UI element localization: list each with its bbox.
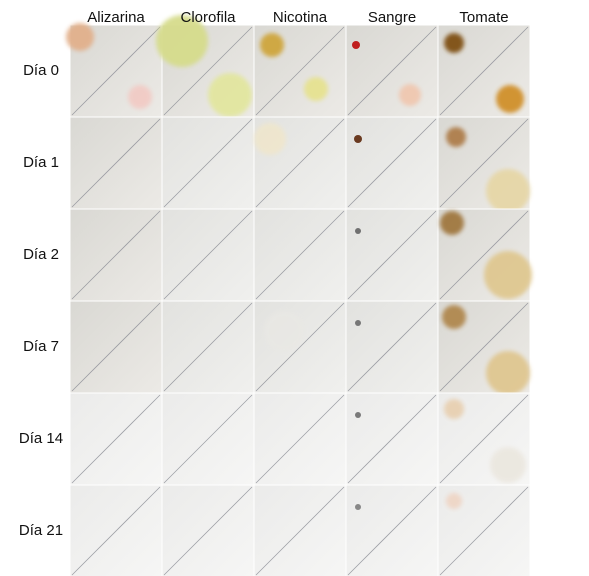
- stain: [156, 15, 208, 67]
- diagonal-line: [163, 486, 253, 576]
- diagonal-line: [163, 302, 253, 392]
- stain: [490, 447, 526, 483]
- stain: [442, 305, 466, 329]
- stain: [444, 399, 464, 419]
- column-header: Alizarina: [87, 9, 145, 26]
- stain: [484, 251, 532, 299]
- stain: [355, 228, 361, 234]
- diagonal-line: [439, 394, 529, 484]
- stain: [260, 33, 284, 57]
- row-label: Día 0: [23, 62, 59, 79]
- row-label: Día 21: [19, 522, 63, 539]
- diagonal-line: [255, 486, 345, 576]
- stain: [208, 73, 252, 117]
- stain: [486, 169, 530, 213]
- diagonal-line: [163, 118, 253, 208]
- column-header: Nicotina: [273, 9, 328, 26]
- diagonal-line: [255, 26, 345, 116]
- diagonal-line: [439, 118, 529, 208]
- row-label: Día 1: [23, 154, 59, 171]
- stain: [304, 77, 328, 101]
- diagonal-line: [71, 118, 161, 208]
- diagonal-line: [347, 394, 437, 484]
- stain: [254, 123, 286, 155]
- diagonal-line: [347, 486, 437, 576]
- row-label: Día 2: [23, 246, 59, 263]
- diagonal-line: [347, 210, 437, 300]
- diagonal-line: [71, 26, 161, 116]
- diagonal-line: [439, 210, 529, 300]
- diagonal-line: [347, 302, 437, 392]
- diagonal-line: [439, 26, 529, 116]
- row-label: Día 7: [23, 338, 59, 355]
- stain: [264, 311, 304, 351]
- column-header: Tomate: [459, 9, 508, 26]
- stain: [354, 135, 362, 143]
- row-label: Día 14: [19, 430, 63, 447]
- stain: [440, 211, 464, 235]
- stain: [444, 33, 464, 53]
- stain: [128, 85, 152, 109]
- stain: [355, 320, 361, 326]
- stain: [66, 23, 94, 51]
- diagonal-line: [163, 26, 253, 116]
- stain: [496, 85, 524, 113]
- diagonal-line: [255, 210, 345, 300]
- stain: [446, 127, 466, 147]
- diagonal-line: [439, 302, 529, 392]
- stain: [399, 84, 421, 106]
- stain: [352, 41, 360, 49]
- stain: [446, 493, 462, 509]
- diagonal-line: [71, 394, 161, 484]
- diagonal-line: [255, 394, 345, 484]
- diagonal-line: [163, 210, 253, 300]
- diagonal-line: [71, 210, 161, 300]
- diagonal-line: [163, 394, 253, 484]
- diagonal-line: [71, 302, 161, 392]
- stain: [486, 351, 530, 395]
- stain: [355, 504, 361, 510]
- diagonal-line: [255, 302, 345, 392]
- diagonal-line: [71, 486, 161, 576]
- column-header: Clorofila: [180, 9, 236, 26]
- column-header: Sangre: [368, 9, 416, 26]
- labels: Alizarina Clorofila Nicotina Sangre Tomate Dí…: [19, 9, 509, 539]
- stain: [355, 412, 361, 418]
- diagonal-line: [347, 26, 437, 116]
- diagonal-line: [439, 486, 529, 576]
- diagonal-line: [255, 118, 345, 208]
- diagonal-line: [347, 118, 437, 208]
- photo-grid: [66, 15, 532, 576]
